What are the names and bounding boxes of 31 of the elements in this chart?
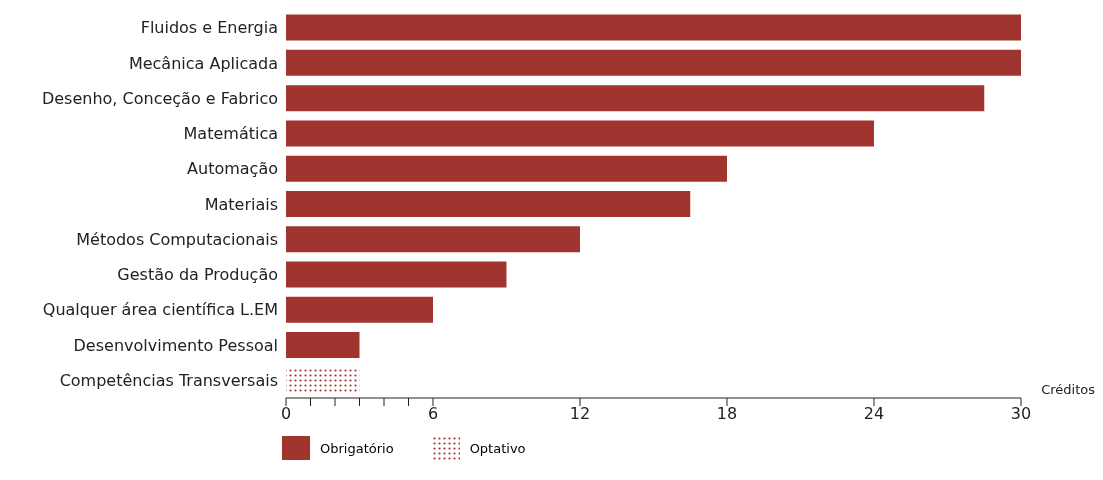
x-tick-label: 30	[1010, 404, 1032, 424]
y-tick-label: Gestão da Produção	[117, 265, 278, 285]
y-tick-label: Qualquer área científica L.EM	[42, 300, 278, 320]
y-tick-label: Métodos Computacionais	[76, 229, 278, 249]
x-axis-title: Créditos	[1041, 382, 1095, 397]
y-tick-label: Automação	[187, 159, 278, 179]
x-tick-label: 6	[427, 404, 439, 424]
bar	[286, 120, 874, 147]
y-tick-label: Materiais	[204, 194, 278, 214]
x-tick-label: 12	[569, 404, 591, 424]
bar	[286, 261, 507, 288]
bar	[286, 155, 727, 182]
bar	[286, 49, 1021, 76]
y-tick-label: Matemática	[183, 124, 278, 144]
x-tick-label: 0	[280, 404, 292, 424]
legend-label: Optativo	[469, 440, 526, 456]
bar	[286, 296, 433, 323]
bar	[286, 14, 1021, 41]
y-tick-label: Desenvolvimento Pessoal	[73, 335, 278, 355]
bar	[286, 226, 580, 253]
y-tick-label: Mecânica Aplicada	[128, 53, 278, 73]
y-tick-label: Fluidos e Energia	[140, 18, 278, 38]
bar	[286, 85, 985, 112]
legend-label: Obrigatório	[320, 440, 394, 456]
x-tick-label: 24	[863, 404, 885, 424]
y-tick-label: Desenho, Conceção e Fabrico	[41, 88, 278, 108]
bar	[286, 190, 691, 217]
y-tick-label: Competências Transversais	[59, 371, 278, 391]
bar	[286, 367, 360, 394]
x-tick-label: 18	[716, 404, 738, 424]
bar	[286, 332, 360, 359]
